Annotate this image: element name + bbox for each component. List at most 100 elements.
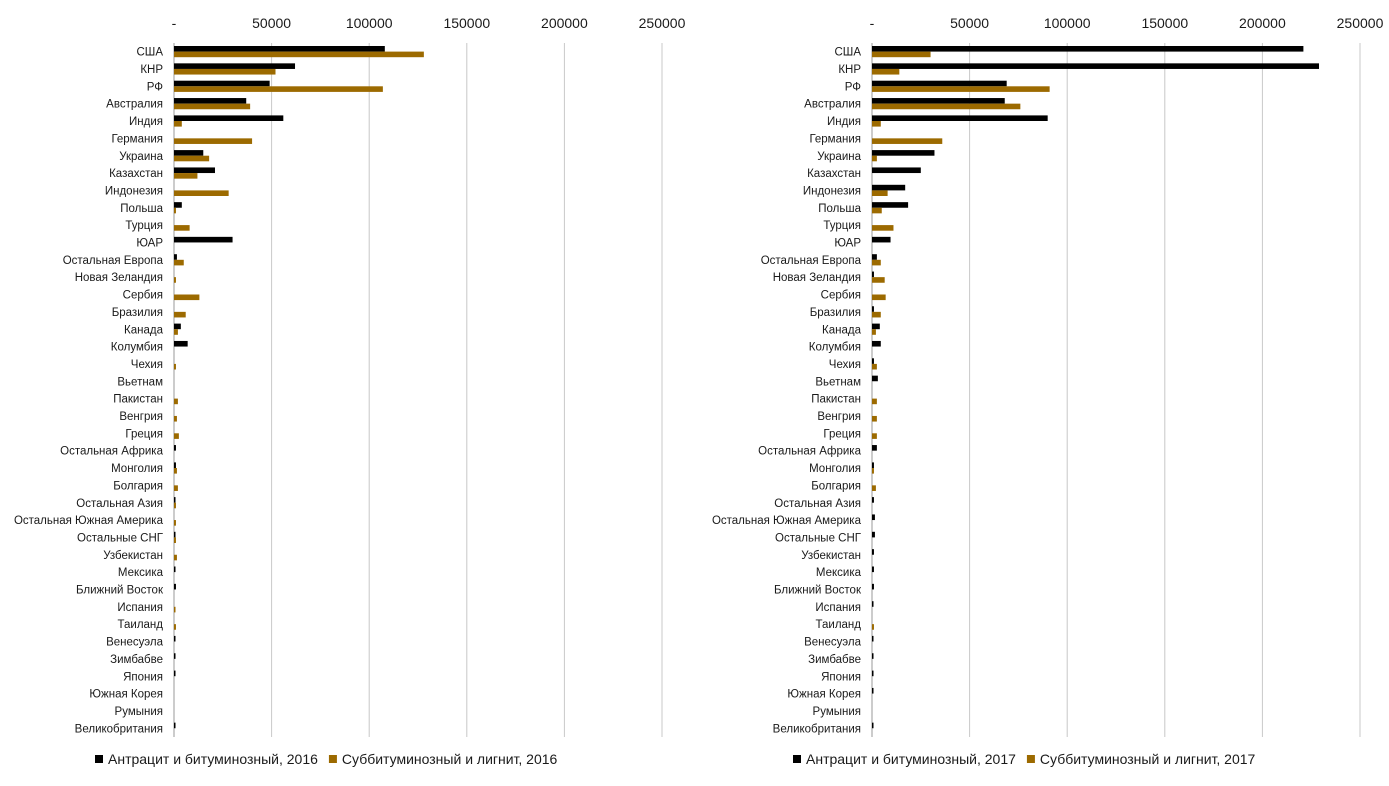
bar-lignite bbox=[872, 329, 876, 335]
bar-anthracite bbox=[872, 462, 874, 468]
x-tick-label: 50000 bbox=[950, 15, 989, 31]
category-label: Остальная Южная Америка bbox=[14, 515, 164, 527]
bar-anthracite bbox=[872, 375, 878, 382]
category-label: Колумбия bbox=[111, 342, 163, 354]
category-label: Вьетнам bbox=[117, 376, 163, 388]
bar-anthracite bbox=[872, 80, 1007, 87]
x-tick-label: 50000 bbox=[252, 15, 291, 31]
bar-anthracite bbox=[174, 583, 176, 590]
category-label: Турция bbox=[125, 220, 163, 232]
category-label: Колумбия bbox=[809, 342, 861, 354]
category-label: Польша bbox=[818, 203, 861, 215]
category-label: Узбекистан bbox=[103, 550, 163, 562]
category-label: Турция bbox=[823, 220, 861, 232]
bar-anthracite bbox=[872, 583, 874, 590]
bar-anthracite bbox=[174, 80, 270, 87]
category-label: Япония bbox=[123, 671, 163, 683]
bar-lignite bbox=[174, 173, 198, 179]
category-label: Румыния bbox=[813, 706, 861, 718]
category-label: Испания bbox=[815, 602, 861, 614]
category-label: Южная Корея bbox=[89, 689, 163, 701]
category-label: Новая Зеландия bbox=[75, 272, 163, 284]
bar-lignite bbox=[174, 68, 276, 75]
bar-lignite bbox=[872, 433, 877, 439]
category-label: РФ bbox=[147, 81, 164, 93]
bar-lignite bbox=[174, 259, 184, 266]
bar-anthracite bbox=[174, 46, 385, 52]
bar-anthracite bbox=[872, 184, 906, 191]
legend-swatch bbox=[95, 755, 103, 763]
bar-anthracite bbox=[872, 670, 874, 677]
category-label: Остальные СНГ bbox=[775, 532, 862, 544]
category-label: Монголия bbox=[111, 463, 163, 475]
category-label: Венесуэла bbox=[106, 637, 164, 649]
category-label: Индонезия bbox=[105, 185, 163, 197]
category-label: Чехия bbox=[829, 359, 861, 371]
category-label: Германия bbox=[809, 133, 861, 145]
category-label: Индонезия bbox=[803, 185, 861, 197]
bar-anthracite bbox=[174, 254, 177, 260]
category-label: Румыния bbox=[115, 706, 163, 718]
category-label: ЮАР bbox=[834, 238, 861, 250]
bar-lignite bbox=[174, 485, 178, 491]
bar-lignite bbox=[174, 86, 383, 92]
category-label: Болгария bbox=[811, 480, 861, 492]
category-label: Болгария bbox=[113, 480, 163, 492]
bar-anthracite bbox=[872, 653, 874, 659]
bar-lignite bbox=[872, 311, 881, 318]
category-label: Бразилия bbox=[112, 307, 163, 319]
category-label: Таиланд bbox=[816, 619, 862, 631]
bar-anthracite bbox=[872, 531, 875, 538]
category-label: ЮАР bbox=[136, 238, 163, 250]
x-tick-label: 100000 bbox=[1044, 15, 1091, 31]
category-label: Остальные СНГ bbox=[77, 532, 164, 544]
bar-lignite bbox=[872, 277, 885, 283]
legend-swatch bbox=[1026, 755, 1035, 763]
bar-anthracite bbox=[872, 601, 874, 607]
category-label: Великобритания bbox=[773, 723, 861, 735]
bar-lignite bbox=[872, 138, 943, 144]
bar-anthracite bbox=[174, 340, 188, 347]
bar-lignite bbox=[872, 86, 1050, 92]
x-tick-label: 200000 bbox=[541, 15, 588, 31]
x-tick-label: 250000 bbox=[1337, 15, 1384, 31]
category-label: Вьетнам bbox=[815, 376, 861, 388]
category-label: Чехия bbox=[131, 359, 163, 371]
bar-lignite bbox=[872, 363, 877, 370]
category-label: Сербия bbox=[821, 290, 861, 302]
category-label: Зимбабве bbox=[808, 654, 861, 666]
bar-lignite bbox=[174, 520, 176, 526]
legend-label: Антрацит и битуминозный, 2017 bbox=[806, 751, 1016, 767]
bar-lignite bbox=[174, 502, 176, 509]
x-tick-label: 250000 bbox=[639, 15, 686, 31]
category-label: Ближний Восток bbox=[774, 585, 862, 597]
bar-lignite bbox=[872, 190, 888, 196]
bar-anthracite bbox=[174, 445, 176, 451]
bar-lignite bbox=[174, 103, 251, 110]
category-label: Польша bbox=[120, 203, 163, 215]
bar-lignite bbox=[174, 155, 210, 162]
bar-lignite bbox=[174, 190, 229, 196]
bar-anthracite bbox=[174, 497, 176, 503]
category-label: Венгрия bbox=[119, 411, 163, 423]
bar-anthracite bbox=[872, 566, 874, 573]
bar-lignite bbox=[872, 259, 881, 266]
category-label: Германия bbox=[111, 133, 163, 145]
category-label: Канада bbox=[822, 324, 862, 336]
bar-lignite bbox=[174, 51, 424, 58]
category-label: Пакистан bbox=[811, 394, 861, 406]
bar-lignite bbox=[872, 155, 877, 162]
category-label: Испания bbox=[117, 602, 163, 614]
category-label: КНР bbox=[838, 64, 861, 76]
bar-anthracite bbox=[174, 635, 176, 642]
bar-lignite bbox=[872, 68, 900, 75]
category-label: Остальная Южная Америка bbox=[712, 515, 862, 527]
bar-anthracite bbox=[872, 358, 874, 364]
category-label: Япония bbox=[821, 671, 861, 683]
category-label: Индия bbox=[827, 116, 861, 128]
bar-anthracite bbox=[174, 63, 296, 69]
bar-anthracite bbox=[174, 202, 182, 208]
x-tick-label: 100000 bbox=[346, 15, 393, 31]
category-label: Венгрия bbox=[817, 411, 861, 423]
bar-lignite bbox=[872, 294, 886, 301]
